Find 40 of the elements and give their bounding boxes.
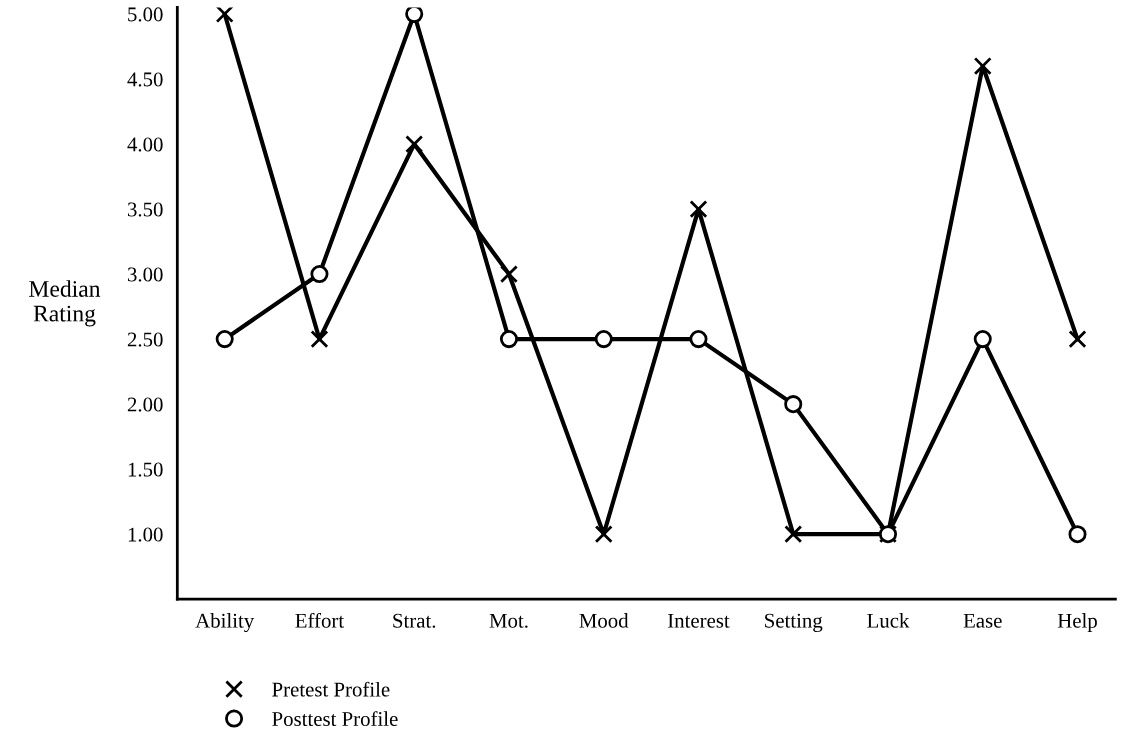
y-tick-label: 2.00	[127, 397, 163, 412]
point	[405, 7, 424, 24]
point	[594, 525, 613, 544]
y-tick-label: 1.50	[128, 462, 163, 477]
y-tick-label: 4.50	[127, 72, 163, 87]
point	[973, 56, 992, 76]
y-tick-label: 3.00	[127, 267, 163, 282]
x-tick-label: Setting	[765, 613, 823, 632]
point	[215, 330, 234, 349]
point	[405, 135, 424, 154]
y-tick-label: 3.50	[127, 202, 163, 217]
legend-label: Pretest Profile	[272, 681, 390, 697]
point	[499, 265, 518, 284]
x-tick-label: Interest	[667, 613, 730, 628]
point	[310, 330, 329, 349]
legend-label: Posttest Profile	[272, 711, 398, 727]
x-tick-label: Help	[1057, 613, 1097, 632]
point	[973, 330, 992, 349]
x-tick-label: Mood	[579, 613, 629, 628]
x-tick-label: Ability	[195, 613, 255, 633]
y-tick-label: 2.50	[127, 332, 163, 347]
x-tick-label: Mot.	[489, 613, 528, 628]
x-tick-label: Ease	[963, 613, 1002, 628]
point	[499, 330, 518, 349]
point	[784, 525, 803, 544]
point	[784, 395, 803, 414]
point	[1068, 525, 1087, 544]
y-tick-label: 4.00	[127, 137, 163, 152]
y-tick-label: 1.00	[128, 527, 163, 542]
x-tick-label: Strat.	[393, 613, 436, 628]
point	[689, 200, 708, 219]
point	[215, 7, 234, 24]
point	[1068, 330, 1087, 349]
point	[310, 265, 329, 284]
y-tick-label: 5.00	[128, 7, 163, 22]
point	[689, 330, 708, 349]
point	[594, 330, 613, 349]
x-tick-label: Luck	[867, 613, 910, 628]
y-axis-title: Median Rating	[29, 280, 101, 327]
x-tick-label: Effort	[295, 612, 345, 628]
